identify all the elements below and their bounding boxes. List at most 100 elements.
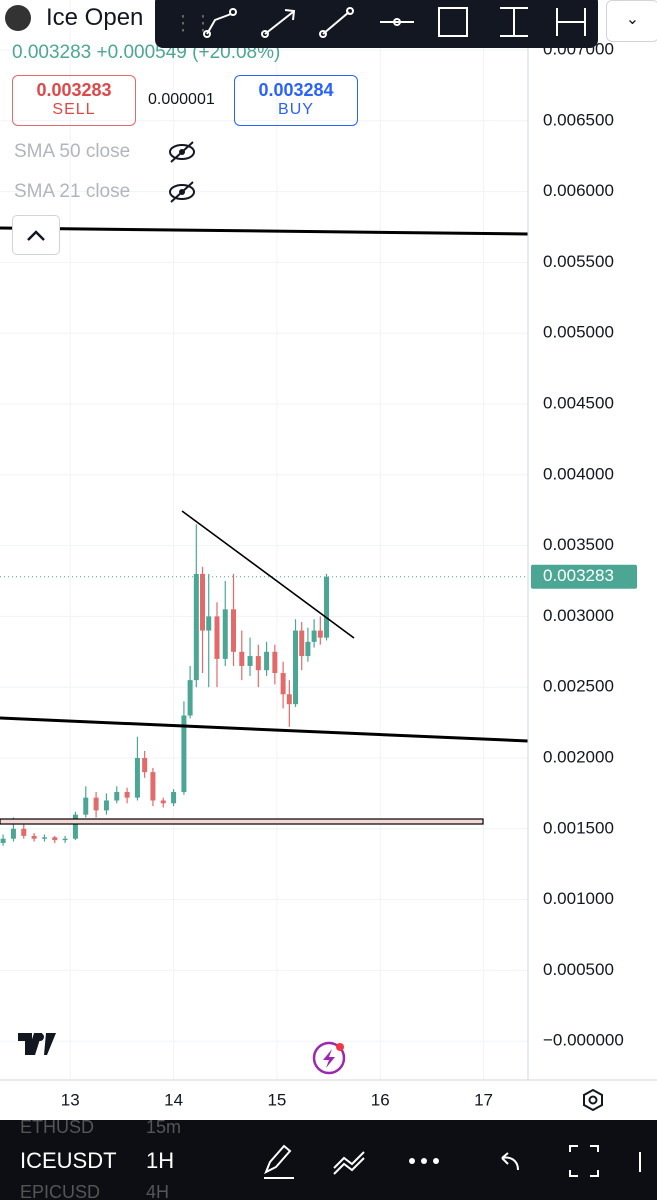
- candle-body: [83, 797, 89, 815]
- x-tick-label: 16: [371, 1090, 390, 1109]
- last-price-tag: [531, 564, 637, 589]
- interval: 1H: [146, 1148, 175, 1173]
- candle-body: [206, 616, 212, 631]
- candle-body: [62, 838, 68, 841]
- candle-body: [239, 651, 245, 666]
- candle-body: [222, 609, 228, 659]
- candle-body: [305, 641, 311, 657]
- date-range-tool[interactable]: [556, 8, 586, 36]
- trend-tool[interactable]: [319, 7, 354, 38]
- toolbar-icons: ⋮⋮: [173, 7, 586, 38]
- trend-line: [181, 510, 355, 639]
- y-tick-label: 0.001000: [543, 889, 614, 908]
- range-box: [0, 818, 484, 825]
- y-tick-label: 0.002000: [543, 747, 614, 766]
- candle-body: [93, 797, 99, 811]
- indicator-label[interactable]: SMA 50 close: [14, 141, 131, 162]
- trend-line: [0, 716, 529, 743]
- candle-body: [187, 680, 193, 716]
- last-price-label: 0.003283: [543, 566, 614, 585]
- candle-body: [181, 715, 187, 792]
- x-tick-label: 14: [164, 1090, 183, 1109]
- x-tick-label: 13: [61, 1090, 80, 1109]
- y-tick-label: 0.004500: [543, 393, 614, 412]
- grid: [0, 0, 528, 1080]
- candle-body: [247, 656, 253, 666]
- candle-body: [299, 630, 305, 657]
- symbol-name[interactable]: Ice Open: [46, 4, 144, 31]
- price-range-tool[interactable]: [500, 7, 528, 37]
- symbol-icon: [5, 5, 31, 31]
- candle-body: [255, 656, 261, 671]
- candle-body: [150, 772, 156, 801]
- spread: 0.000001: [148, 91, 215, 108]
- symbol-row[interactable]: ETHUSD 15m: [20, 1120, 181, 1138]
- candle-body: [160, 800, 166, 804]
- path-tool[interactable]: [203, 8, 237, 38]
- candle-body: [264, 651, 270, 671]
- candle-body: [21, 828, 27, 836]
- buy-button[interactable]: 0.003284 BUY: [234, 75, 358, 126]
- y-tick-label: 0.006500: [543, 110, 614, 129]
- x-tick-label: 17: [474, 1090, 493, 1109]
- hidden-icon[interactable]: [167, 140, 197, 164]
- candle-body: [114, 791, 120, 801]
- bottom-bar: ETHUSD 15m ICEUSDT 1H EPICUSD 4H: [0, 1120, 657, 1200]
- symbol: EPICUSD: [20, 1182, 101, 1200]
- candle-body: [193, 573, 199, 681]
- y-tick-label: 0.001500: [543, 818, 614, 837]
- y-tick-label: 0.002500: [543, 677, 614, 696]
- candle-body: [272, 651, 278, 674]
- candle-body: [171, 791, 177, 804]
- arrow-tool[interactable]: [261, 9, 296, 38]
- candle-body: [324, 576, 330, 638]
- dropdown[interactable]: ⌄: [606, 0, 657, 42]
- y-tick-label: 0.000500: [543, 960, 614, 979]
- y-tick-label: 0.003500: [543, 535, 614, 554]
- more-button[interactable]: [409, 1158, 439, 1164]
- candle-body: [103, 800, 109, 811]
- sell-label: SELL: [52, 101, 96, 118]
- sell-button[interactable]: 0.003283 SELL: [12, 75, 136, 126]
- candle-body: [134, 757, 140, 798]
- candles: [0, 524, 528, 846]
- buy-label: BUY: [278, 101, 314, 118]
- candle-body: [214, 616, 220, 659]
- fullscreen-button[interactable]: [569, 1145, 599, 1177]
- interval: 15m: [146, 1120, 182, 1137]
- candle-body: [0, 838, 6, 843]
- hline-tool[interactable]: [380, 18, 414, 26]
- draw-button[interactable]: [264, 1144, 294, 1179]
- lightning-button[interactable]: [312, 1041, 346, 1075]
- symbol-row[interactable]: EPICUSD 4H: [20, 1182, 169, 1200]
- candle-body: [311, 630, 317, 642]
- candle-body: [286, 694, 292, 705]
- undo-button[interactable]: [501, 1152, 519, 1171]
- candle-body: [10, 828, 16, 839]
- candle-body: [72, 814, 78, 839]
- chevron-icon: [27, 230, 45, 241]
- bottom-icons: [264, 1144, 641, 1179]
- rect-tool[interactable]: [438, 7, 468, 37]
- collapse-button[interactable]: [12, 215, 60, 255]
- interval: 4H: [146, 1182, 170, 1200]
- x-tick-label: 15: [267, 1090, 286, 1109]
- templates-button[interactable]: [333, 1151, 365, 1175]
- y-tick-label: 0.005500: [543, 252, 614, 271]
- candle-body: [231, 609, 237, 652]
- logo: [18, 1033, 56, 1055]
- candle-body: [200, 573, 206, 631]
- settings-button[interactable]: [583, 1088, 603, 1112]
- y-tick-label: −0.000000: [543, 1031, 624, 1050]
- buy-price: 0.003284: [258, 80, 334, 100]
- drawing-toolbar: ⋮⋮: [155, 0, 598, 48]
- symbol-row[interactable]: ICEUSDT 1H: [20, 1148, 174, 1174]
- y-tick-label: 0.006000: [543, 181, 614, 200]
- candle-body: [280, 673, 286, 695]
- indicator-label[interactable]: SMA 21 close: [14, 181, 131, 202]
- candle-body: [52, 837, 58, 841]
- hidden-icon[interactable]: [167, 180, 197, 204]
- symbol: ICEUSDT: [20, 1148, 117, 1173]
